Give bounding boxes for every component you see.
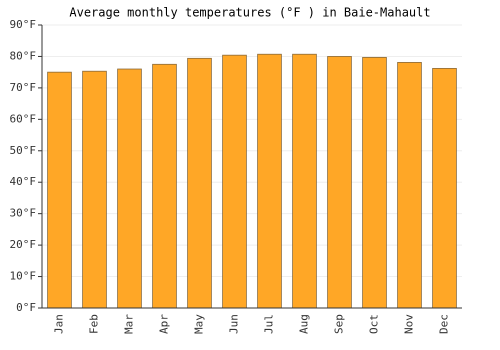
bar <box>362 56 387 309</box>
y-tick-label: 90°F <box>10 18 37 31</box>
bar <box>222 54 247 309</box>
y-tick-label: 80°F <box>10 49 37 62</box>
x-tick-label: Sep <box>333 314 346 334</box>
y-tick-label: 70°F <box>10 81 37 94</box>
bar <box>432 67 457 309</box>
x-tick-label: May <box>193 314 206 334</box>
x-tick-label: Mar <box>123 314 136 334</box>
bar <box>292 53 317 309</box>
x-tick-label: Feb <box>88 314 101 334</box>
bar <box>117 68 142 309</box>
bar <box>152 63 177 309</box>
bar <box>327 56 352 309</box>
bar <box>47 71 72 309</box>
y-tick-label: 0°F <box>16 301 36 314</box>
x-tick-label: Jun <box>228 314 241 334</box>
x-tick-label: Nov <box>403 314 416 334</box>
y-tick-label: 60°F <box>10 112 37 125</box>
y-tick-label: 40°F <box>10 175 37 188</box>
bar <box>82 70 107 309</box>
y-tick-label: 30°F <box>10 207 37 220</box>
chart-title: Average monthly temperatures (°F ) in Ba… <box>69 6 430 20</box>
y-tick-label: 10°F <box>10 270 37 283</box>
x-tick-label: Jan <box>53 314 66 334</box>
bar <box>187 57 212 309</box>
x-tick-label: Aug <box>298 314 311 334</box>
x-tick-label: Apr <box>158 314 171 334</box>
y-tick-label: 50°F <box>10 144 37 157</box>
x-tick-label: Dec <box>438 314 451 334</box>
bar <box>257 53 282 309</box>
y-tick-label: 20°F <box>10 238 37 251</box>
x-tick-label: Jul <box>263 314 276 334</box>
x-tick-label: Oct <box>368 314 381 334</box>
bar <box>397 62 422 309</box>
